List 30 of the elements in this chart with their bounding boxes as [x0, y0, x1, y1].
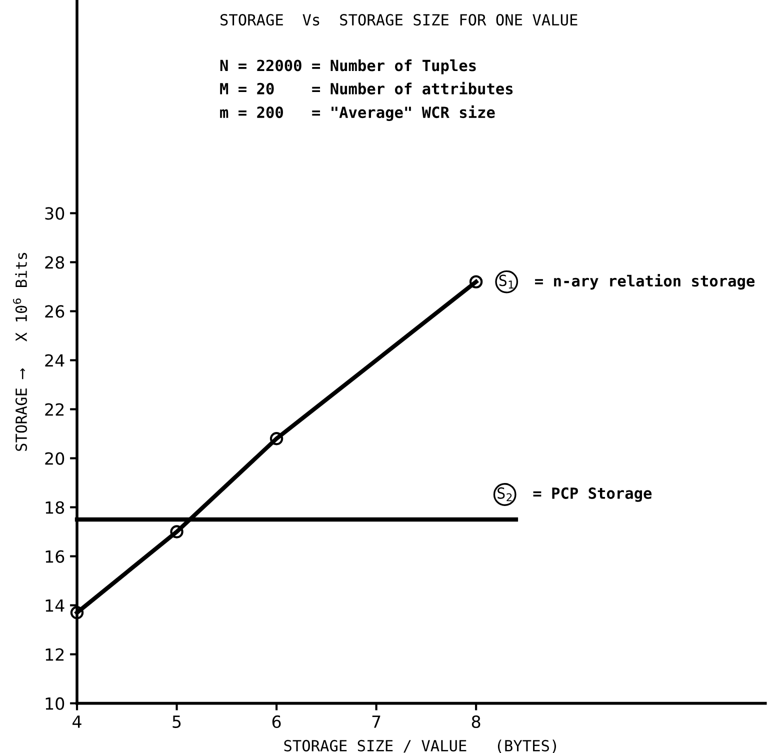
y-tick-label: 22	[45, 403, 64, 416]
annotation: M = 20 = Number of attributes	[220, 82, 513, 94]
annotation: N = 22000 = Number of Tuples	[220, 59, 476, 74]
point	[270, 432, 284, 446]
x-tick-label: 6	[272, 715, 281, 728]
annotation: = n-ary relation storage	[535, 274, 755, 290]
y-tick-label: 28	[45, 256, 64, 269]
point	[469, 275, 483, 288]
y-tick-label: 20	[45, 452, 64, 465]
x-tick-label: 4	[72, 716, 82, 728]
y-tick-label: 16	[46, 550, 64, 563]
x-tick-label: 7	[372, 716, 380, 728]
x-tick-label: 5	[172, 716, 181, 728]
x-tick-label: 8	[472, 715, 480, 728]
y-tick-label: 10	[46, 697, 64, 710]
y-tick-label: 12	[46, 648, 64, 661]
series-label: S$_{2}$	[498, 487, 512, 502]
annotation: m = 200 = "Average" WCR size	[220, 105, 495, 122]
y-tick-label: 24	[45, 354, 64, 367]
y-tick-label: 14	[46, 599, 64, 612]
series-label: S$_{1}$	[499, 274, 514, 288]
x-axis-title: STORAGE SIZE / VALUE (BYTES)	[284, 740, 556, 753]
point	[70, 606, 84, 620]
y-tick-label: 30	[45, 207, 64, 220]
y-tick-label: 18	[46, 501, 64, 514]
y-tick-label: 26	[45, 305, 64, 318]
text: STORAGE Vs STORAGE SIZE FOR ONE VALUE	[220, 14, 578, 26]
annotation: = PCP Storage	[533, 487, 652, 502]
y-axis-title: STORAGE ⟶ X 10$^{6}$ Bits	[13, 252, 28, 451]
point	[170, 525, 184, 538]
